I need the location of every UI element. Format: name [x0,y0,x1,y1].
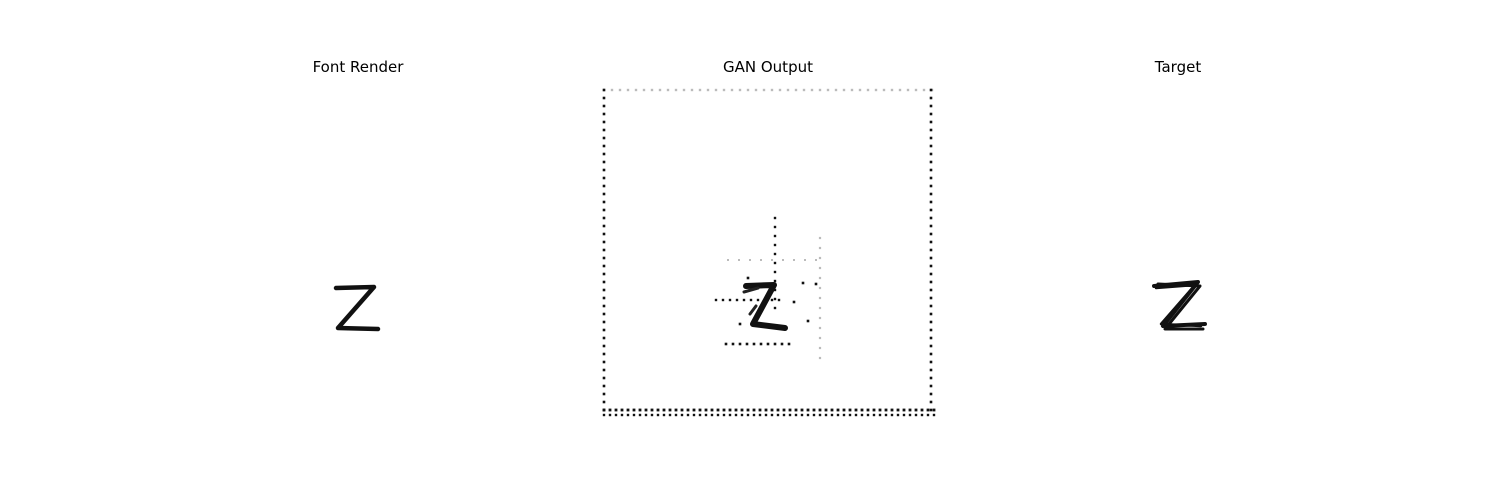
letter-z-glyph [333,284,381,332]
panel-target: Target [1008,0,1348,500]
panel-font-render: Font Render [188,0,528,500]
target-image [1152,280,1207,331]
letter-z-smudge [742,286,760,316]
panel-title: Font Render [312,58,404,76]
gan-output-image [602,88,936,417]
panel-gan-output: GAN Output [598,0,938,500]
panel-title: Target [1154,58,1202,76]
font-render-image [333,284,381,332]
noise-dots [602,88,936,417]
panel-title: GAN Output [723,58,813,76]
letter-z-glyph [743,282,788,331]
letter-z-glyph [1152,280,1207,331]
